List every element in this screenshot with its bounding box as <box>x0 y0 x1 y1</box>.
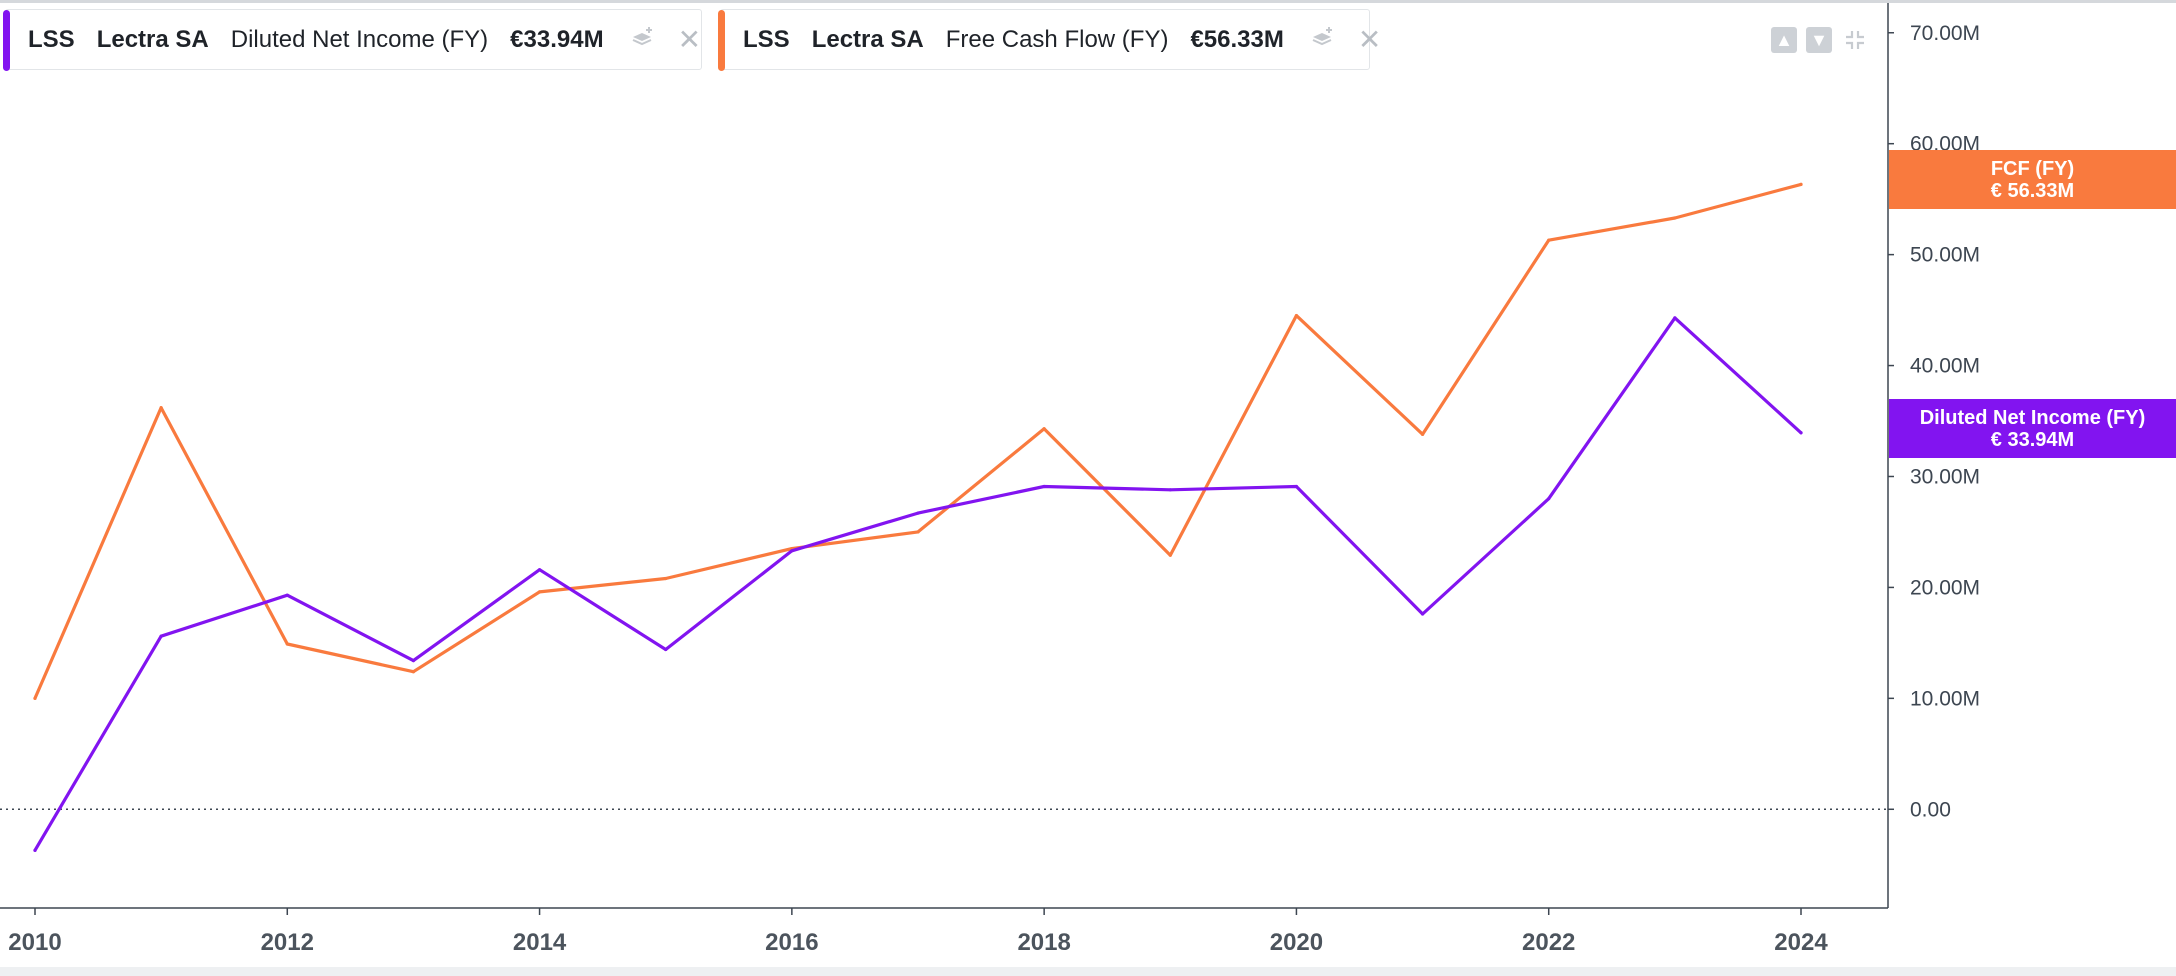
collapse-icon[interactable] <box>1842 27 1868 53</box>
dni-tag-title: Diluted Net Income (FY) <box>1919 406 2146 429</box>
legend-value: €33.94M <box>510 25 604 53</box>
y-tick-label: 10.00M <box>1910 687 1980 710</box>
data-point-diluted-net-income[interactable] <box>537 568 542 572</box>
legend-company: Lectra SA <box>811 25 924 53</box>
fcf-tag-title: FCF (FY) <box>1990 157 2075 180</box>
series-line-free-cash-flow[interactable] <box>33 182 1803 700</box>
x-tick-label: 2010 <box>8 929 61 956</box>
legend-value: €56.33M <box>1190 25 1284 53</box>
bottom-divider <box>0 967 2176 976</box>
data-point-free-cash-flow[interactable] <box>1799 182 1803 187</box>
data-point-free-cash-flow[interactable] <box>1168 553 1172 557</box>
y-tick-label: 0.00 <box>1910 798 1951 821</box>
x-tick-label: 2024 <box>1774 929 1828 956</box>
data-point-diluted-net-income[interactable] <box>159 634 163 638</box>
data-point-free-cash-flow[interactable] <box>1673 216 1677 220</box>
x-tick-label: 2020 <box>1270 929 1323 956</box>
data-point-diluted-net-income[interactable] <box>1042 484 1046 489</box>
series-line-diluted-net-income[interactable] <box>33 316 1803 852</box>
axes <box>0 3 1889 909</box>
layers-icon[interactable] <box>630 25 656 54</box>
y-tick-label: 60.00M <box>1910 133 1980 156</box>
data-point-free-cash-flow[interactable] <box>33 696 37 700</box>
legend-swatch <box>718 10 725 71</box>
collapse-icon-glyph <box>1846 31 1864 49</box>
close-icon[interactable]: ✕ <box>1357 23 1382 55</box>
legend-metric: Diluted Net Income (FY) <box>230 25 489 53</box>
data-point-free-cash-flow[interactable] <box>1547 238 1551 242</box>
y-tick-label: 70.00M <box>1910 22 1980 45</box>
x-tick-label: 2014 <box>513 929 567 956</box>
dni-value-tag: Diluted Net Income (FY) € 33.94M <box>1889 399 2176 458</box>
data-point-diluted-net-income[interactable] <box>285 593 289 597</box>
arrow-down-icon[interactable]: ▼ <box>1806 27 1832 53</box>
layers-icon[interactable] <box>1310 25 1336 54</box>
dni-tag-value: € 33.94M <box>1990 428 2075 451</box>
top-divider <box>0 0 2176 3</box>
close-icon[interactable]: ✕ <box>677 23 702 55</box>
data-point-diluted-net-income[interactable] <box>411 659 416 663</box>
y-tick-label: 40.00M <box>1910 355 1980 378</box>
y-tick-label: 50.00M <box>1910 244 1980 267</box>
y-tick-label: 20.00M <box>1910 576 1980 599</box>
data-point-free-cash-flow[interactable] <box>159 406 163 410</box>
data-point-free-cash-flow[interactable] <box>1294 314 1299 318</box>
data-point-diluted-net-income[interactable] <box>33 848 37 852</box>
fcf-value-tag: FCF (FY) € 56.33M <box>1889 150 2176 209</box>
layers-icon-glyph <box>632 27 652 46</box>
x-tick-label: 2018 <box>1017 929 1070 956</box>
layers-icon-glyph <box>1312 27 1332 46</box>
x-axis-ticks: 2010 2012 2014 2016 2018 2020 2022 2024 <box>8 908 1828 956</box>
legend-diluted-net-income[interactable]: LSS Lectra SA Diluted Net Income (FY) €3… <box>3 9 702 71</box>
x-tick-label: 2016 <box>765 929 818 956</box>
y-axis-ticks: 70.00M 60.00M 50.00M 40.00M 30.00M 20.00M 10.0… <box>1888 22 1980 821</box>
legend-company: Lectra SA <box>96 25 209 53</box>
data-point-diluted-net-income[interactable] <box>1294 484 1299 489</box>
data-point-free-cash-flow[interactable] <box>1420 432 1425 436</box>
arrow-up-icon[interactable]: ▲ <box>1771 27 1797 53</box>
y-tick-label: 30.00M <box>1910 465 1980 488</box>
data-point-diluted-net-income[interactable] <box>664 647 668 652</box>
data-point-free-cash-flow[interactable] <box>285 642 289 646</box>
legend-ticker: LSS <box>743 25 790 53</box>
data-point-diluted-net-income[interactable] <box>1168 488 1172 492</box>
fcf-tag-value: € 56.33M <box>1990 179 2075 202</box>
data-point-diluted-net-income[interactable] <box>1547 497 1551 501</box>
legend-ticker: LSS <box>28 25 75 53</box>
data-point-free-cash-flow[interactable] <box>664 576 668 581</box>
x-tick-label: 2022 <box>1522 929 1575 956</box>
series-lines <box>33 182 1803 852</box>
data-point-diluted-net-income[interactable] <box>916 511 920 515</box>
legend-metric: Free Cash Flow (FY) <box>945 25 1169 53</box>
data-point-free-cash-flow[interactable] <box>1042 427 1046 431</box>
x-tick-label: 2012 <box>261 929 314 956</box>
data-point-free-cash-flow[interactable] <box>537 590 542 594</box>
data-point-diluted-net-income[interactable] <box>1420 612 1425 616</box>
data-point-diluted-net-income[interactable] <box>1673 316 1677 320</box>
data-point-diluted-net-income[interactable] <box>790 549 794 553</box>
data-point-free-cash-flow[interactable] <box>916 530 920 534</box>
data-point-free-cash-flow[interactable] <box>411 670 416 674</box>
legend-free-cash-flow[interactable]: LSS Lectra SA Free Cash Flow (FY) €56.33… <box>718 9 1381 71</box>
data-point-diluted-net-income[interactable] <box>1799 431 1803 435</box>
legend-swatch <box>3 10 10 71</box>
